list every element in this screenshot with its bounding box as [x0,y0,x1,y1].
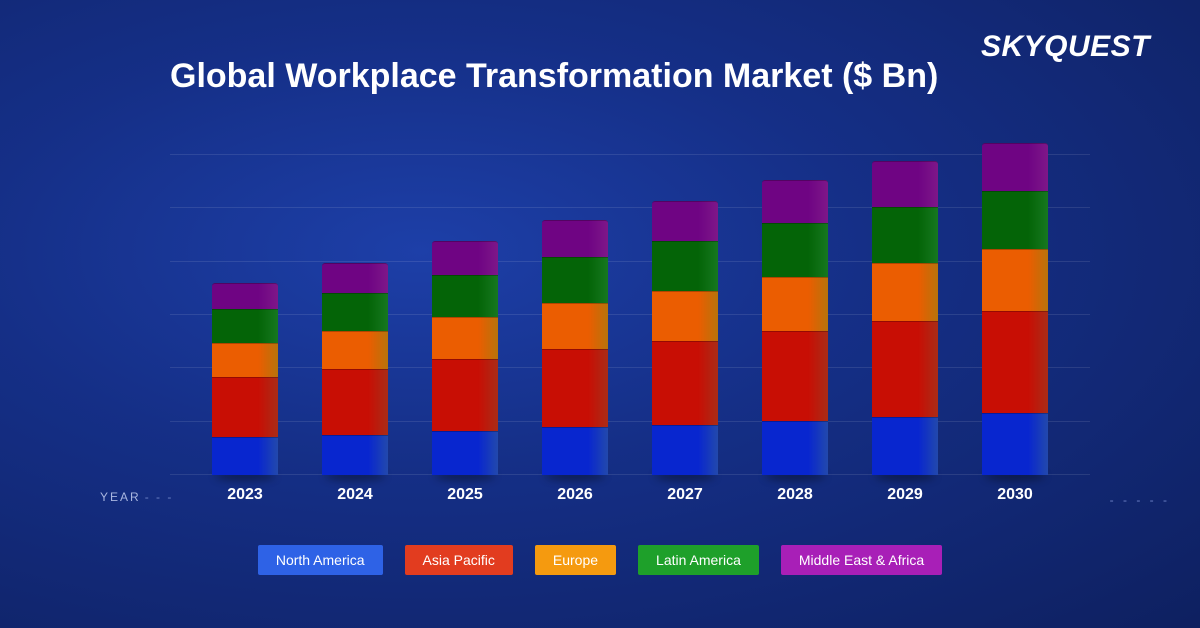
bar-segment [762,180,828,223]
bar-segment [982,249,1048,311]
x-axis-dash-right: - - - - - [1110,493,1170,507]
bar-segment [872,207,938,263]
bar-segment [762,421,828,475]
bar-segment [872,263,938,321]
legend-item: Latin America [638,545,759,575]
year-labels: 2023 2024 2025 2026 2027 2028 2029 2030 [170,486,1090,504]
legend-item: Middle East & Africa [781,545,942,575]
bars-container [170,155,1090,475]
bar-segment [872,161,938,207]
bar-segment [542,220,608,257]
bar-column [872,161,938,475]
bar-segment [432,241,498,275]
bar-segment [652,201,718,241]
bar-segment [432,431,498,475]
year-label: 2030 [982,486,1048,504]
bar-segment [982,143,1048,191]
bar-column [432,241,498,475]
bar-segment [982,191,1048,249]
year-label: 2027 [652,486,718,504]
bar-segment [542,257,608,303]
legend: North America Asia Pacific Europe Latin Ame… [0,545,1200,575]
year-label: 2025 [432,486,498,504]
brand-logo: SKYQUEST [981,30,1150,64]
bar-segment [432,359,498,431]
bar-segment [762,331,828,421]
year-label: 2024 [322,486,388,504]
bar-segment [652,291,718,341]
legend-item: Europe [535,545,616,575]
bar-column [652,201,718,475]
bar-column [982,143,1048,475]
bar-segment [542,427,608,475]
bar-segment [322,331,388,369]
bar-segment [542,303,608,349]
bar-segment [652,241,718,291]
bar-segment [762,277,828,331]
bar-segment [652,425,718,475]
year-label: 2026 [542,486,608,504]
legend-item: Asia Pacific [405,545,513,575]
bar-column [542,220,608,475]
bar-segment [872,321,938,417]
bar-column [322,263,388,475]
bar-column [762,180,828,475]
bar-segment [982,311,1048,413]
bar-column [212,283,278,475]
chart-title: Global Workplace Transformation Market (… [170,55,938,98]
bar-segment [322,369,388,435]
bar-segment [982,413,1048,475]
bar-segment [212,283,278,309]
year-label: 2029 [872,486,938,504]
chart-area [170,155,1090,475]
bar-segment [432,317,498,359]
legend-item: North America [258,545,383,575]
bar-segment [212,377,278,437]
x-axis-label: YEAR [100,490,141,504]
bar-segment [872,417,938,475]
bar-segment [432,275,498,317]
year-label: 2023 [212,486,278,504]
year-label: 2028 [762,486,828,504]
bar-segment [542,349,608,427]
bar-segment [322,263,388,293]
bar-segment [212,343,278,377]
bar-segment [212,437,278,475]
bar-segment [322,293,388,331]
bar-segment [652,341,718,425]
bar-segment [762,223,828,277]
bar-segment [212,309,278,343]
bar-segment [322,435,388,475]
